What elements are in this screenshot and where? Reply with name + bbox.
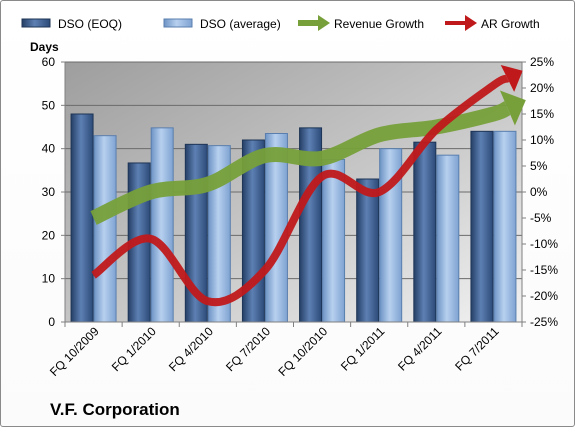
legend-arrowhead — [465, 15, 477, 31]
x-tick-label: FQ 10/2009 — [47, 324, 102, 379]
y-tick-label: 60 — [42, 55, 56, 69]
bar-dso-eoq — [413, 141, 437, 323]
bar-dso-average — [493, 130, 517, 323]
y-tick-label: 40 — [42, 142, 56, 156]
bar-dso-average — [150, 127, 174, 323]
x-tick-label: FQ 1/2011 — [338, 324, 388, 374]
y-tick-label: 30 — [42, 185, 56, 199]
ar-growth-point — [435, 129, 437, 131]
y-tick-label: 10 — [42, 272, 56, 286]
y-tick-label: 50 — [42, 98, 56, 112]
revenue-growth-point — [207, 183, 209, 185]
bar-dso-average — [93, 135, 117, 323]
revenue-growth-arrowhead — [499, 90, 526, 126]
growth-lines — [90, 64, 526, 307]
ar-growth-point — [93, 274, 95, 276]
legend-label: Revenue Growth — [334, 17, 424, 31]
legend-label: DSO (EOQ) — [58, 17, 122, 31]
bar-dso-eoq — [470, 130, 494, 323]
y-tick-label: 0 — [48, 315, 55, 329]
x-tick-label: FQ 7/2010 — [223, 324, 273, 374]
y2-tick-label: -20% — [530, 289, 558, 303]
x-tick-label: FQ 10/2010 — [275, 324, 330, 379]
y2-tick-label: 15% — [530, 107, 554, 121]
bar-dso-average — [436, 154, 460, 323]
legend-swatch — [21, 18, 51, 28]
ar-growth-point — [264, 269, 266, 271]
y2-tick-label: -5% — [530, 211, 552, 225]
legend-label: AR Growth — [481, 17, 540, 31]
y2-tick-label: 20% — [530, 81, 554, 95]
bars — [70, 113, 517, 323]
y-axis-title: Days — [30, 40, 59, 54]
legend-arrowhead — [318, 15, 330, 31]
x-tick-label: FQ 1/2010 — [109, 324, 159, 374]
revenue-growth-point — [150, 191, 152, 193]
ar-growth-point — [321, 175, 323, 177]
y2-tick-label: -25% — [530, 315, 558, 329]
ar-growth-point — [378, 191, 380, 193]
revenue-growth-point — [492, 113, 494, 115]
ar-growth-point — [207, 300, 209, 302]
y2-tick-label: -10% — [530, 237, 558, 251]
x-tick-label: FQ 4/2010 — [166, 324, 216, 374]
revenue-growth-point — [93, 217, 95, 219]
y2-tick-label: 5% — [530, 159, 548, 173]
y2-tick-label: 0% — [530, 185, 548, 199]
y2-tick-label: -15% — [530, 263, 558, 277]
revenue-growth-point — [264, 155, 266, 157]
company-label: V.F. Corporation — [50, 400, 180, 419]
legend-swatch — [163, 18, 193, 28]
y2-tick-label: 10% — [530, 133, 554, 147]
bar-dso-eoq — [356, 178, 380, 323]
y-tick-label: 20 — [42, 228, 56, 242]
bar-dso-eoq — [70, 113, 94, 323]
revenue-growth-point — [321, 157, 323, 159]
x-tick-label: FQ 7/2011 — [452, 324, 502, 374]
bar-dso-average — [322, 159, 346, 323]
revenue-growth-point — [378, 134, 380, 136]
ar-growth-point — [150, 238, 152, 240]
axes — [61, 61, 526, 327]
y2-tick-label: 25% — [530, 55, 554, 69]
ar-growth-point — [492, 84, 494, 86]
legend: DSO (EOQ) DSO (average) Revenue Growth AR G… — [21, 15, 540, 31]
x-tick-label: FQ 4/2011 — [395, 324, 445, 374]
ar-growth-arrowhead — [500, 64, 523, 92]
legend-label: DSO (average) — [200, 17, 281, 31]
